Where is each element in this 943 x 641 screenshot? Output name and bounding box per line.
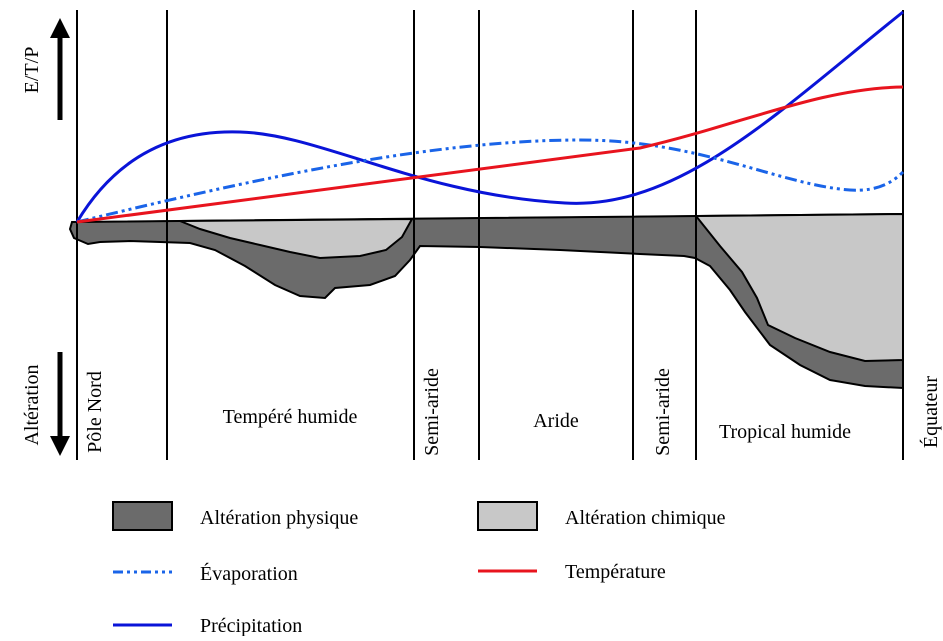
evaporation-curve — [76, 138, 905, 224]
zone-label: Semi-aride — [421, 368, 443, 456]
zone-label: Semi-aride — [652, 368, 674, 456]
zone-label: Tropical humide — [719, 421, 851, 443]
legend-label: Évaporation — [200, 562, 298, 585]
precipitation-curve — [75, 10, 904, 223]
legend-swatch — [477, 501, 538, 531]
legend-label: Altération physique — [200, 507, 358, 529]
legend-label: Précipitation — [200, 615, 302, 636]
zone-label: Aride — [533, 410, 579, 432]
zone-lines — [76, 10, 904, 460]
chemical-weathering — [179, 217, 414, 260]
legend-label: Altération chimique — [565, 507, 726, 529]
zone-label: Tempéré humide — [223, 406, 358, 428]
zone-label: Pôle Nord — [84, 371, 106, 453]
baseline — [76, 213, 904, 223]
legend-swatch — [112, 501, 173, 531]
legend-label: Température — [565, 561, 666, 583]
temperature-curve — [76, 85, 904, 224]
zone-label: Équateur — [919, 376, 942, 449]
axis-label: E/T/P — [21, 47, 43, 94]
axis-label: Altération — [21, 364, 43, 445]
